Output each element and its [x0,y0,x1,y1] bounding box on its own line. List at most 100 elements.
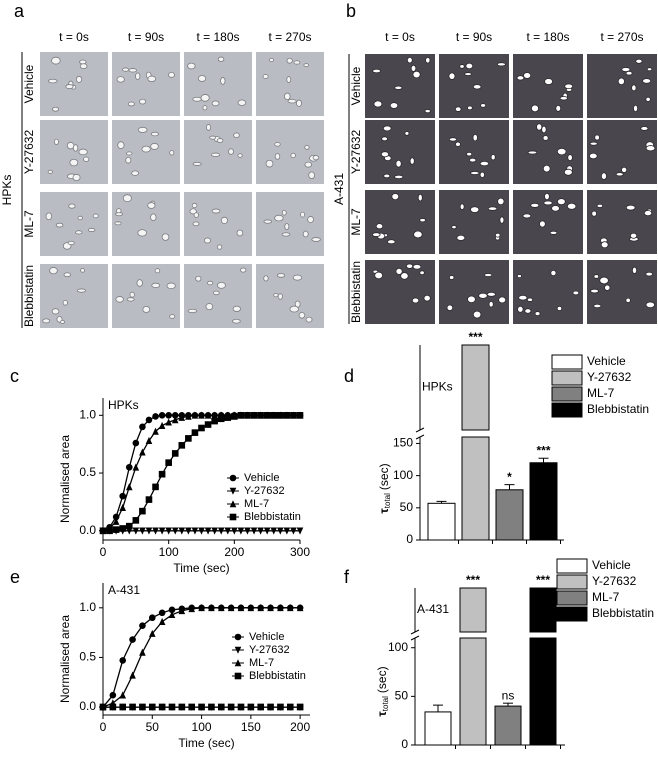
point [165,527,172,535]
point [171,450,179,457]
cell [625,297,631,303]
cell [276,273,286,278]
cell [448,275,455,280]
cell [232,318,241,324]
cell [456,234,466,241]
cell [137,126,148,133]
cell [42,318,51,324]
cell [286,76,292,83]
point [171,416,179,424]
cell [591,210,597,217]
cell [72,144,79,152]
cell [87,227,96,232]
point [217,604,225,612]
x-tick-label: 200 [224,545,244,559]
cell [51,56,61,65]
cell [211,100,220,107]
legend-label: ML-7 [587,386,615,400]
y-axis-label: Normalised area [58,615,72,703]
significance: *** [468,330,482,344]
cell [55,222,64,228]
cell [193,212,199,218]
point [178,606,186,615]
micrograph [513,260,583,324]
cell [192,96,202,102]
legend-swatch [551,370,583,386]
row-label: Vehicle [22,64,36,103]
cell [290,152,296,159]
cell [642,78,652,84]
cell [150,131,159,137]
point [139,703,146,711]
cell [195,275,202,282]
point [158,412,166,419]
y-tick-label: 0.0 [79,699,96,713]
cell [464,72,472,76]
cell [79,63,88,70]
point [178,413,186,421]
legend-label: ML-7 [592,590,620,604]
point [152,527,159,535]
y-tick-label: 1.0 [79,407,96,421]
point [277,412,284,419]
point [185,412,192,420]
cell [127,101,135,107]
cell [409,157,415,165]
panel-label: a [14,1,25,21]
point [99,527,107,535]
point [263,527,271,535]
point [227,604,235,612]
cell [412,70,421,79]
cell [498,296,507,304]
group-label: A-431 [332,173,346,205]
cell [387,239,396,245]
legend-label: Y-27632 [587,370,632,384]
cell [394,174,404,180]
cell [467,105,473,111]
point [145,496,153,503]
bar [427,502,456,541]
point [188,605,196,613]
cell [197,75,207,82]
point [178,527,186,535]
x-axis-label: Time (sec) [173,561,229,575]
cell [312,155,320,161]
cell [589,141,598,146]
point [204,421,212,428]
cell [472,310,482,319]
cell [281,209,287,216]
column-header: t = 90s [456,30,492,44]
cell [237,99,247,106]
cell [541,125,547,134]
cell [151,282,161,288]
row-label: ML-7 [22,210,36,238]
point [267,703,274,711]
cell [524,308,532,314]
legend-marker [229,487,237,495]
y-label-symbol: τ [375,711,389,717]
cell [192,221,200,227]
legend-swatch [556,606,588,622]
cell [147,202,156,209]
cell [240,267,247,273]
point [296,527,304,535]
cell [274,214,284,222]
cell [596,203,604,208]
cell [621,166,628,173]
cell [412,264,422,270]
cell [593,274,600,279]
chart-title: HPKs [108,398,139,412]
legend-swatch [556,558,588,574]
cell [593,303,602,309]
point [231,527,238,535]
cell [200,94,210,102]
micrograph [587,54,657,118]
point [152,483,159,491]
cell [446,304,454,311]
legend-label: Y-27632 [592,574,637,588]
cell [615,172,624,177]
cell [150,213,157,222]
legend-marker [234,659,242,667]
cell [617,77,625,86]
point [217,703,225,711]
